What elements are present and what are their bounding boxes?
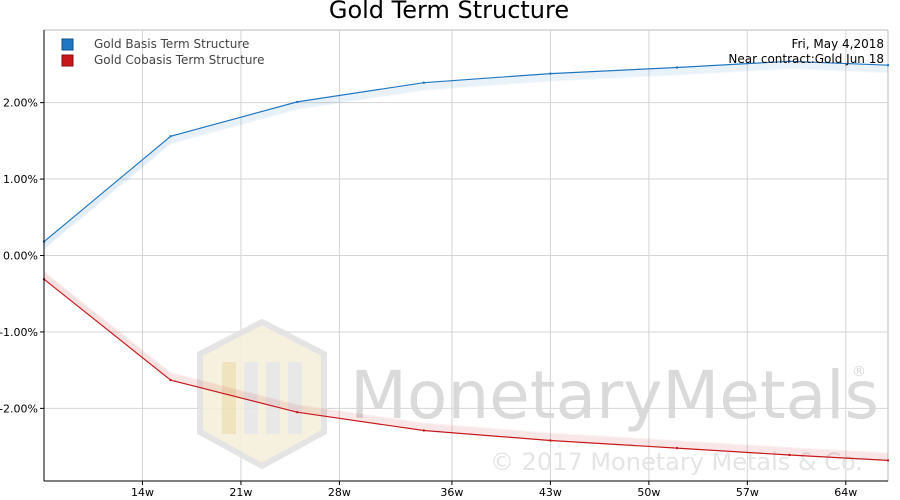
data-point xyxy=(886,459,890,462)
x-tick-label: 64w xyxy=(834,486,857,499)
watermark-logo-bar xyxy=(222,362,236,434)
x-tick-label: 36w xyxy=(440,486,463,499)
series-shadow xyxy=(43,274,889,458)
y-tick-label: 2.00% xyxy=(3,97,38,110)
series-shadow xyxy=(43,66,889,249)
y-axis-ticks: 2.00% 1.00% 0.00% -1.00% -2.00% xyxy=(0,97,44,415)
series-shadow xyxy=(43,61,889,244)
series-shadow xyxy=(43,64,889,247)
legend-label-cobasis: Gold Cobasis Term Structure xyxy=(94,53,264,67)
series-layer xyxy=(42,60,890,462)
data-point xyxy=(886,63,890,67)
series-shadow xyxy=(43,273,889,457)
watermark-registered-mark: ® xyxy=(852,364,866,380)
data-point xyxy=(296,100,299,104)
data-point xyxy=(422,429,425,432)
x-tick-label: 43w xyxy=(539,486,562,499)
data-point xyxy=(549,439,552,442)
series-shadow xyxy=(43,277,889,461)
series-shadow xyxy=(43,67,889,250)
info-near-contract: Near contract:Gold Jun 18 xyxy=(728,52,884,66)
watermark-logo-bar xyxy=(266,362,280,434)
series-shadow xyxy=(43,275,889,459)
legend: Gold Basis Term Structure Gold Cobasis T… xyxy=(61,37,264,67)
data-point xyxy=(169,135,172,138)
y-tick-label: -2.00% xyxy=(0,402,38,415)
y-tick-label: 1.00% xyxy=(3,173,38,186)
x-axis-ticks: 14w 21w 28w 36w 43w 50w 57w 64w xyxy=(131,481,857,499)
info-date: Fri, May 4,2018 xyxy=(791,37,884,51)
series-shadow xyxy=(43,65,889,248)
series-shadow xyxy=(43,276,889,460)
data-point xyxy=(422,81,425,84)
x-tick-label: 50w xyxy=(637,486,660,499)
series-shadow xyxy=(43,271,889,455)
chart-title: Gold Term Structure xyxy=(329,0,569,24)
watermark: MonetaryMetals ® © 2017 Monetary Metals … xyxy=(197,318,879,476)
series-shadow xyxy=(43,272,889,456)
grid xyxy=(44,29,889,481)
series-shadow xyxy=(43,62,889,245)
series-line xyxy=(43,278,889,461)
x-tick-label: 14w xyxy=(131,486,154,499)
data-point xyxy=(675,446,679,450)
x-tick-label: 21w xyxy=(229,486,252,499)
legend-label-basis: Gold Basis Term Structure xyxy=(94,37,249,51)
series-1 xyxy=(42,271,890,462)
y-tick-label: 0.00% xyxy=(3,250,38,263)
data-point xyxy=(788,60,791,63)
data-point xyxy=(549,72,552,75)
data-point xyxy=(675,66,679,69)
series-shadow xyxy=(43,63,889,246)
data-point xyxy=(788,453,791,457)
watermark-brand: MonetaryMetals xyxy=(350,357,879,434)
watermark-logo-bar xyxy=(288,362,302,434)
watermark-logo-bar xyxy=(244,362,258,434)
x-tick-label: 28w xyxy=(328,486,351,499)
watermark-logo-hexagon xyxy=(197,318,327,470)
legend-swatch-cobasis xyxy=(61,54,74,67)
series-0 xyxy=(42,60,890,250)
legend-swatch-basis xyxy=(61,38,74,51)
watermark-copyright: © 2017 Monetary Metals & Co. xyxy=(490,448,863,476)
y-tick-label: -1.00% xyxy=(0,326,38,339)
data-point xyxy=(169,378,172,382)
series-line xyxy=(43,60,889,243)
x-tick-label: 57w xyxy=(736,486,759,499)
data-point xyxy=(296,411,299,414)
